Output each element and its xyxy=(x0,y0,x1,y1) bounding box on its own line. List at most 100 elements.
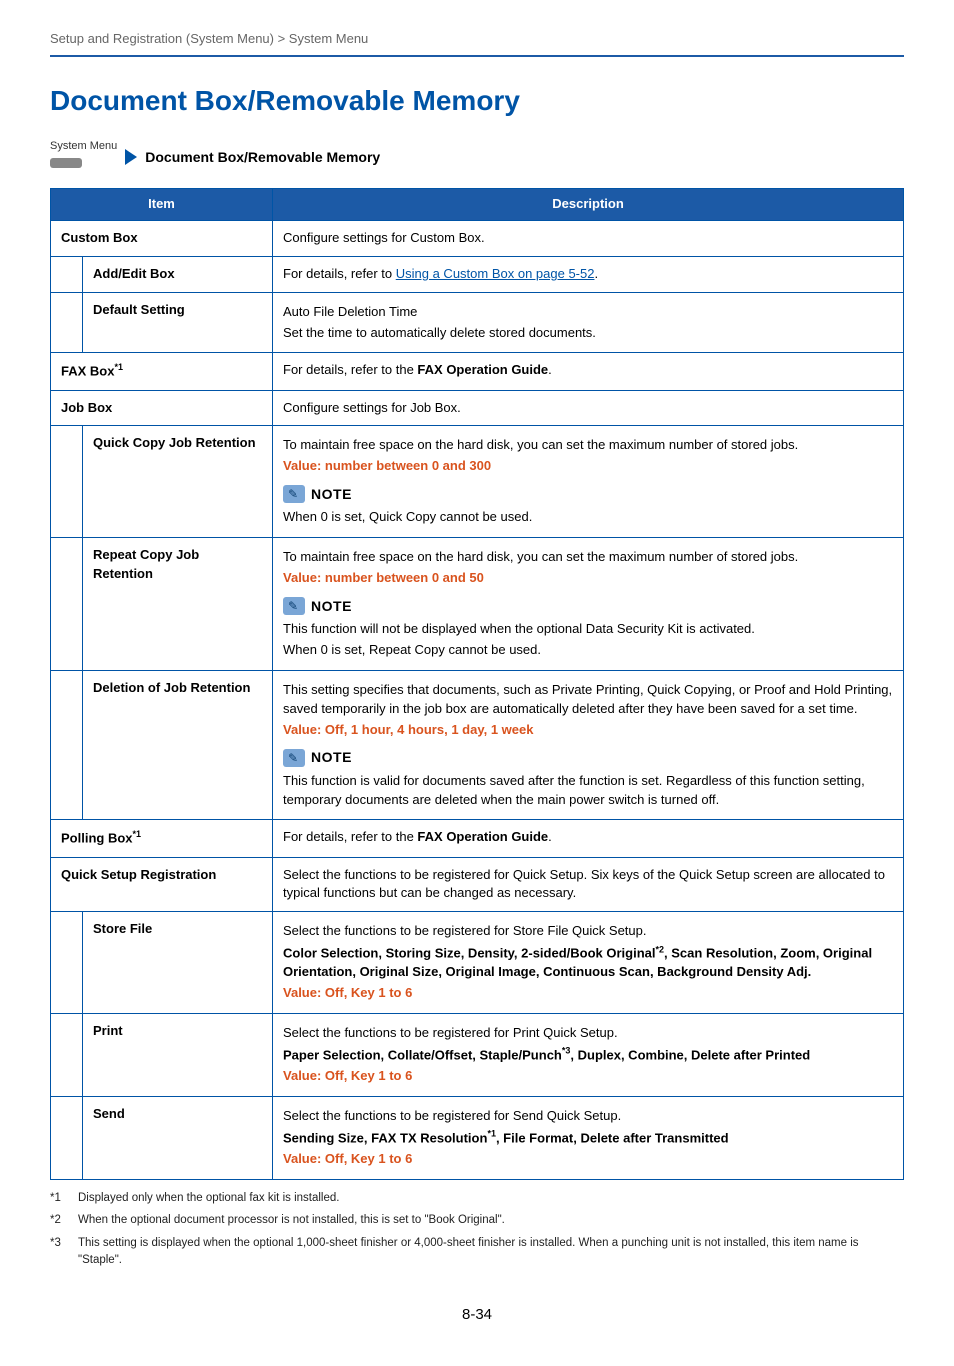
note-icon xyxy=(283,597,305,615)
footnotes: *1 Displayed only when the optional fax … xyxy=(50,1190,904,1269)
value: Value: number between 0 and 300 xyxy=(283,457,893,476)
fn-mark: *1 xyxy=(50,1190,68,1207)
label-fax-box: FAX Box*1 xyxy=(51,353,273,390)
label-store-file: Store File xyxy=(83,912,273,1014)
indent xyxy=(51,426,83,538)
sup: *1 xyxy=(133,829,142,839)
value: Value: Off, Key 1 to 6 xyxy=(283,1150,893,1169)
nav-path: System Menu Document Box/Removable Memor… xyxy=(50,139,904,174)
text: This setting specifies that documents, s… xyxy=(283,681,893,719)
page-title: Document Box/Removable Memory xyxy=(50,81,904,122)
desc-polling-box: For details, refer to the FAX Operation … xyxy=(273,820,904,857)
text: Set the time to automatically delete sto… xyxy=(283,324,893,343)
row-quick-copy: Quick Copy Job Retention To maintain fre… xyxy=(51,426,904,538)
bold: Paper Selection, Collate/Offset, Staple/… xyxy=(283,1047,562,1062)
desc-send: Select the functions to be registered fo… xyxy=(273,1096,904,1179)
link-custom-box[interactable]: Using a Custom Box on page 5-52 xyxy=(396,266,595,281)
text: To maintain free space on the hard disk,… xyxy=(283,436,893,455)
label-send: Send xyxy=(83,1096,273,1179)
text: . xyxy=(594,266,598,281)
note-icon xyxy=(283,485,305,503)
label-quick-setup: Quick Setup Registration xyxy=(51,857,273,912)
label-job-box: Job Box xyxy=(51,390,273,426)
bold-options: Color Selection, Storing Size, Density, … xyxy=(283,943,893,982)
bold: Color Selection, Storing Size, Density, … xyxy=(283,946,656,961)
system-menu-label: System Menu xyxy=(50,139,117,155)
row-custom-box: Custom Box Configure settings for Custom… xyxy=(51,221,904,257)
sup: *1 xyxy=(487,1129,496,1139)
desc-repeat-copy: To maintain free space on the hard disk,… xyxy=(273,538,904,671)
value: Value: Off, 1 hour, 4 hours, 1 day, 1 we… xyxy=(283,721,893,740)
note: NOTE xyxy=(283,484,893,504)
bold-options: Paper Selection, Collate/Offset, Staple/… xyxy=(283,1045,893,1065)
indent xyxy=(51,1014,83,1097)
indent xyxy=(51,912,83,1014)
nav-title: Document Box/Removable Memory xyxy=(145,147,380,167)
footnote-3: *3 This setting is displayed when the op… xyxy=(50,1235,904,1268)
row-default-setting: Default Setting Auto File Deletion Time … xyxy=(51,292,904,353)
indent xyxy=(51,292,83,353)
row-job-box: Job Box Configure settings for Job Box. xyxy=(51,390,904,426)
note-body: When 0 is set, Repeat Copy cannot be use… xyxy=(283,641,893,660)
desc-add-edit-box: For details, refer to Using a Custom Box… xyxy=(273,256,904,292)
system-menu-icon xyxy=(50,158,82,168)
note: NOTE xyxy=(283,596,893,616)
label-repeat-copy: Repeat Copy Job Retention xyxy=(83,538,273,671)
desc-print: Select the functions to be registered fo… xyxy=(273,1014,904,1097)
note-label: NOTE xyxy=(311,747,352,767)
bold: FAX Operation Guide xyxy=(417,362,548,377)
header-item: Item xyxy=(51,189,273,221)
text: For details, refer to the xyxy=(283,829,417,844)
row-polling-box: Polling Box*1 For details, refer to the … xyxy=(51,820,904,857)
label-quick-copy: Quick Copy Job Retention xyxy=(83,426,273,538)
text: Select the functions to be registered fo… xyxy=(283,922,893,941)
fn-text: This setting is displayed when the optio… xyxy=(78,1235,904,1268)
text: . xyxy=(548,829,552,844)
label-polling-box: Polling Box*1 xyxy=(51,820,273,857)
system-menu-chip: System Menu xyxy=(50,139,117,174)
text: Select the functions to be registered fo… xyxy=(283,1024,893,1043)
arrow-right-icon xyxy=(125,149,137,165)
row-store-file: Store File Select the functions to be re… xyxy=(51,912,904,1014)
fn-mark: *3 xyxy=(50,1235,68,1268)
note-icon xyxy=(283,749,305,767)
value: Value: Off, Key 1 to 6 xyxy=(283,984,893,1003)
bold: Sending Size, FAX TX Resolution xyxy=(283,1130,487,1145)
text: For details, refer to the xyxy=(283,362,417,377)
sup: *1 xyxy=(114,362,123,372)
desc-default-setting: Auto File Deletion Time Set the time to … xyxy=(273,292,904,353)
desc-job-box: Configure settings for Job Box. xyxy=(273,390,904,426)
note-body: When 0 is set, Quick Copy cannot be used… xyxy=(283,508,893,527)
text: To maintain free space on the hard disk,… xyxy=(283,548,893,567)
row-quick-setup: Quick Setup Registration Select the func… xyxy=(51,857,904,912)
settings-table: Item Description Custom Box Configure se… xyxy=(50,188,904,1180)
text: Auto File Deletion Time xyxy=(283,303,893,322)
note: NOTE xyxy=(283,747,893,767)
text: For details, refer to xyxy=(283,266,396,281)
indent xyxy=(51,1096,83,1179)
value: Value: number between 0 and 50 xyxy=(283,569,893,588)
label-print: Print xyxy=(83,1014,273,1097)
fn-text: When the optional document processor is … xyxy=(78,1212,505,1229)
sup: *2 xyxy=(656,944,665,954)
text: FAX Box xyxy=(61,364,114,379)
divider xyxy=(50,55,904,57)
value: Value: Off, Key 1 to 6 xyxy=(283,1067,893,1086)
text: . xyxy=(548,362,552,377)
row-add-edit-box: Add/Edit Box For details, refer to Using… xyxy=(51,256,904,292)
label-deletion: Deletion of Job Retention xyxy=(83,670,273,820)
row-deletion: Deletion of Job Retention This setting s… xyxy=(51,670,904,820)
text: Select the functions to be registered fo… xyxy=(283,1107,893,1126)
breadcrumb: Setup and Registration (System Menu) > S… xyxy=(50,30,904,49)
fn-text: Displayed only when the optional fax kit… xyxy=(78,1190,339,1207)
desc-fax-box: For details, refer to the FAX Operation … xyxy=(273,353,904,390)
row-repeat-copy: Repeat Copy Job Retention To maintain fr… xyxy=(51,538,904,671)
desc-store-file: Select the functions to be registered fo… xyxy=(273,912,904,1014)
footnote-1: *1 Displayed only when the optional fax … xyxy=(50,1190,904,1207)
footnote-2: *2 When the optional document processor … xyxy=(50,1212,904,1229)
desc-quick-setup: Select the functions to be registered fo… xyxy=(273,857,904,912)
desc-custom-box: Configure settings for Custom Box. xyxy=(273,221,904,257)
label-add-edit-box: Add/Edit Box xyxy=(83,256,273,292)
note-body: This function is valid for documents sav… xyxy=(283,772,893,810)
indent xyxy=(51,538,83,671)
